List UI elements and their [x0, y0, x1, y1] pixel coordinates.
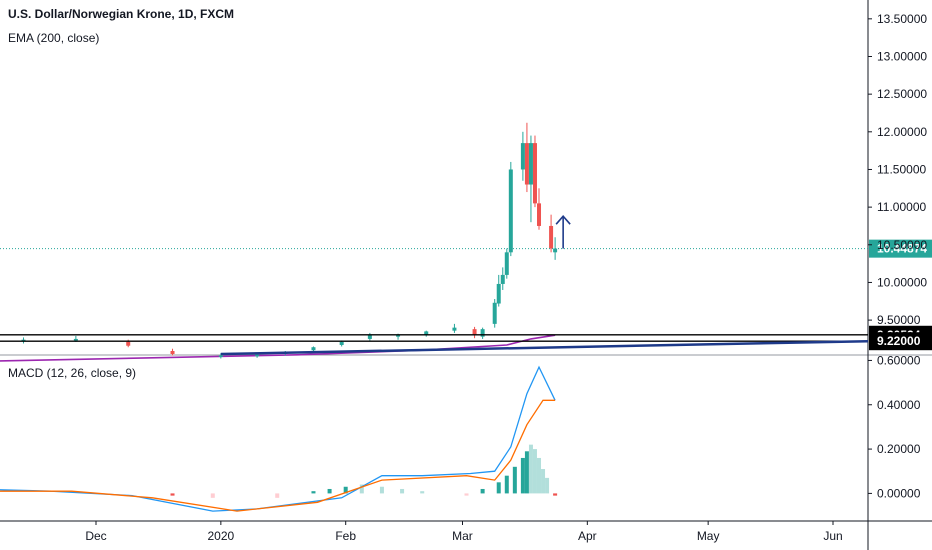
macd-histogram-bar [170, 493, 175, 496]
level-price-badge [869, 332, 932, 351]
candle-body [496, 283, 501, 304]
macd-histogram-bar [379, 486, 384, 494]
macd-tick-label: 0.40000 [877, 398, 921, 412]
macd-indicator-label[interactable]: MACD (12, 26, close, 9) [8, 366, 137, 380]
macd-histogram-bar [210, 493, 215, 498]
price-tick-label: 12.50000 [877, 87, 927, 101]
time-tick-label: Jun [823, 529, 842, 543]
macd-histogram-bar [541, 469, 546, 494]
candle-body [452, 327, 457, 331]
chart-title: U.S. Dollar/Norwegian Krone, 1D, FXCM [8, 7, 235, 21]
macd-tick-label: 0.00000 [877, 486, 921, 500]
macd-histogram-bar [553, 493, 558, 496]
price-tick-label: 12.00000 [877, 125, 927, 139]
candle-body [170, 350, 175, 354]
macd-histogram-bar [400, 488, 405, 494]
macd-histogram-bar [327, 488, 332, 494]
price-tick-label: 13.00000 [877, 49, 927, 63]
candle-body [311, 347, 316, 351]
candle-body [73, 338, 78, 341]
macd-tick-label: 0.60000 [877, 353, 921, 367]
candle-body [396, 335, 401, 337]
trend-line [220, 339, 869, 356]
time-tick-label: 2020 [207, 529, 234, 543]
macd-histogram-bar [359, 484, 364, 494]
macd-histogram-bar [528, 444, 533, 494]
macd-histogram-bar [504, 475, 509, 494]
time-tick-label: Dec [85, 529, 106, 543]
candle-body [500, 274, 505, 284]
macd-histogram-bar [464, 493, 469, 496]
candle-body [21, 339, 26, 342]
last-price-badge [869, 239, 932, 258]
candle-body [528, 143, 533, 185]
candle-body [549, 225, 554, 249]
time-tick-label: Apr [578, 529, 597, 543]
candle-body [524, 143, 529, 185]
price-tick-label: 13.50000 [877, 12, 927, 26]
last-price-label: 10.44874 [877, 242, 927, 256]
price-tick-label: 11.50000 [877, 162, 926, 176]
level-price-label: 9.22000 [877, 334, 921, 348]
candle-body [218, 355, 223, 358]
macd-line [0, 365, 556, 512]
candle-body [472, 329, 477, 335]
candle-body [367, 335, 372, 339]
candle-body [424, 331, 429, 336]
macd-histogram-bar [532, 449, 537, 494]
macd-histogram-bar [524, 451, 529, 494]
price-tick-label: 9.50000 [877, 313, 921, 327]
candle-body [508, 169, 513, 253]
ema-indicator-label[interactable]: EMA (200, close) [8, 31, 100, 45]
macd-histogram-bar [545, 477, 550, 494]
price-tick-label: 11.00000 [877, 200, 926, 214]
macd-signal-line [0, 399, 556, 512]
macd-histogram-bar [275, 493, 280, 498]
price-tick-label: 10.00000 [877, 275, 927, 289]
candle-body [126, 341, 131, 346]
macd-histogram-bar [496, 482, 501, 494]
macd-histogram-bar [343, 486, 348, 494]
time-tick-label: May [697, 529, 720, 543]
time-tick-label: Mar [452, 529, 473, 543]
candle-body [480, 329, 485, 337]
macd-histogram-bar [520, 457, 525, 494]
candle-body [492, 302, 497, 324]
macd-histogram-bar [420, 491, 425, 494]
candle-body [553, 248, 558, 253]
candle-body [504, 252, 509, 275]
macd-histogram-bar [537, 457, 542, 494]
macd-histogram-bar [311, 491, 316, 494]
up-arrow-head [555, 214, 571, 225]
macd-tick-label: 0.20000 [877, 442, 921, 456]
candle-body [339, 341, 344, 345]
macd-histogram-bar [480, 488, 485, 494]
candle-body [255, 354, 260, 357]
price-tick-label: 10.50000 [877, 238, 927, 252]
macd-histogram-bar [512, 466, 517, 494]
time-tick-label: Feb [335, 529, 356, 543]
candle-body [537, 203, 542, 226]
candle-body [520, 143, 525, 170]
candle-body [532, 143, 537, 204]
